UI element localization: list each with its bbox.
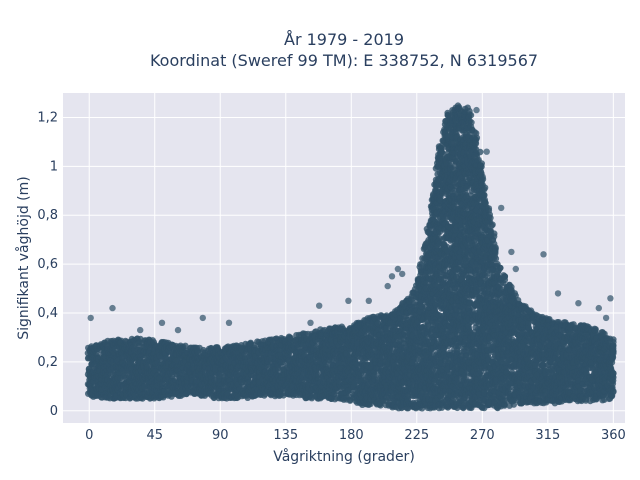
- data-point: [182, 342, 189, 349]
- data-points: [84, 102, 617, 412]
